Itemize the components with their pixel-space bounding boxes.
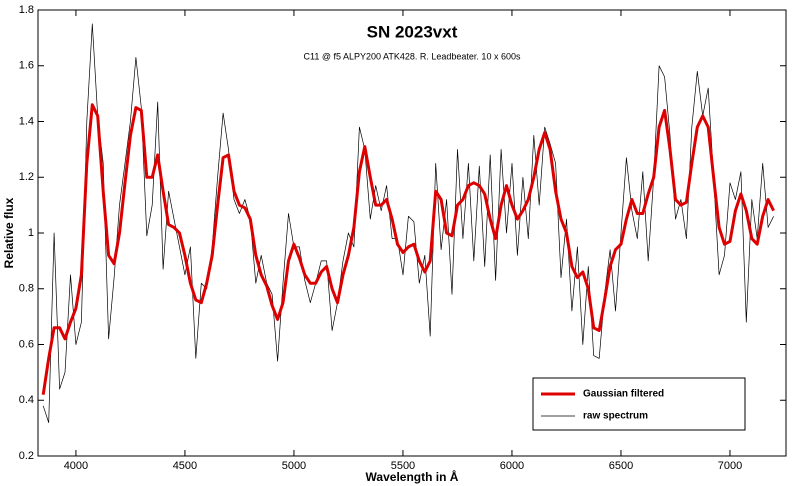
y-tick-label: 0.8 — [19, 283, 34, 295]
x-tick-label: 4000 — [64, 460, 88, 472]
x-tick-label: 4500 — [173, 460, 197, 472]
x-tick-label: 6500 — [609, 460, 633, 472]
x-tick-label: 6000 — [500, 460, 524, 472]
y-tick-label: 0.4 — [19, 394, 34, 406]
y-tick-label: 1.6 — [19, 60, 34, 72]
series-line — [42, 23, 774, 423]
x-tick-label: 5500 — [391, 460, 415, 472]
legend-label: raw spectrum — [583, 411, 648, 422]
legend-label: Gaussian filtered — [583, 389, 664, 400]
y-tick-label: 1 — [28, 227, 34, 239]
y-tick-label: 1.4 — [19, 115, 34, 127]
series-line — [41, 103, 775, 395]
y-tick-label: 0.6 — [19, 338, 34, 350]
y-tick-label: 0.2 — [19, 450, 34, 462]
legend-box — [532, 377, 746, 431]
y-tick-label: 1.2 — [19, 171, 34, 183]
chart-subtitle: C11 @ f5 ALPY200 ATK428. R. Leadbeater. … — [304, 51, 521, 61]
y-tick-label: 1.8 — [19, 4, 34, 16]
x-tick-label: 5000 — [282, 460, 306, 472]
chart-title: SN 2023vxt — [367, 22, 458, 41]
y-axis-label: Relative flux — [2, 197, 16, 268]
x-tick-label: 7000 — [718, 460, 742, 472]
x-axis-label: Wavelength in Å — [366, 469, 459, 484]
